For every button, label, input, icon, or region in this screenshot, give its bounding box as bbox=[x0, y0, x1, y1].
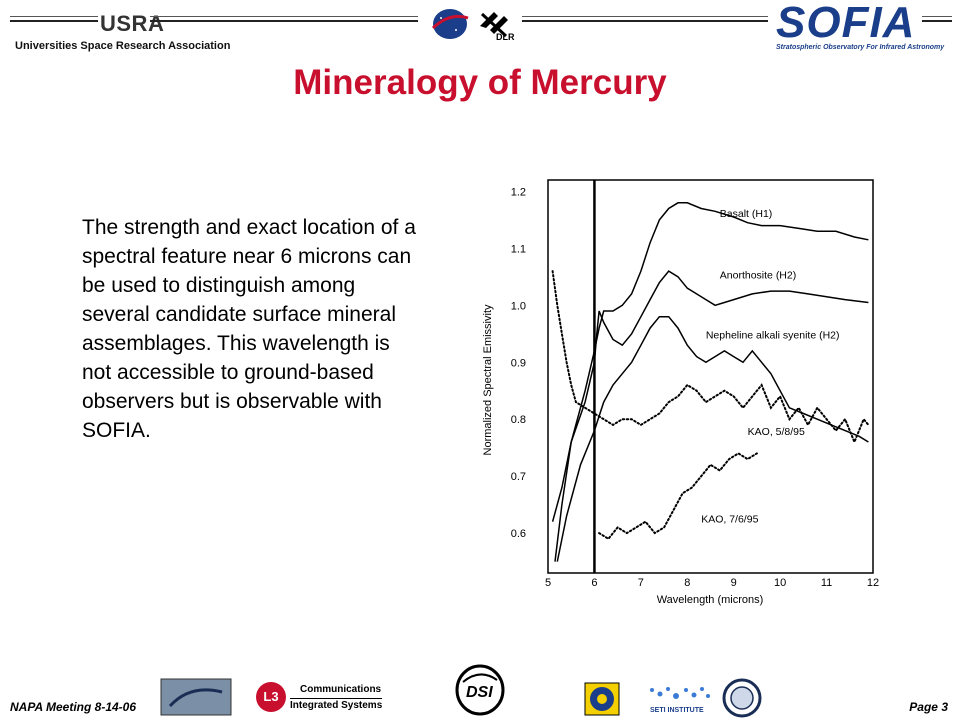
y-tick-label: 0.9 bbox=[511, 357, 526, 369]
series-label-2: Nepheline alkali syenite (H2) bbox=[706, 329, 840, 341]
x-tick-label: 6 bbox=[591, 577, 597, 589]
x-tick-label: 5 bbox=[545, 577, 551, 589]
series-line-3 bbox=[551, 270, 870, 445]
ames-logo-icon bbox=[160, 678, 232, 716]
l3-communications-text: Communications bbox=[300, 684, 382, 695]
series-line-4 bbox=[598, 452, 758, 541]
series-line-0 bbox=[554, 202, 869, 562]
series-label-4: KAO, 7/6/95 bbox=[701, 513, 758, 525]
x-tick-label: 11 bbox=[821, 577, 832, 589]
nasa-logo bbox=[431, 9, 469, 39]
seti-logo-icon bbox=[650, 687, 710, 699]
series-line-2 bbox=[556, 315, 869, 562]
y-tick-label: 1.2 bbox=[511, 186, 526, 198]
series-label-0: Basalt (H1) bbox=[720, 208, 773, 220]
series-line-1 bbox=[551, 270, 869, 522]
dsi-logo-icon bbox=[455, 664, 505, 716]
seti-logo-text: SETI INSTITUTE bbox=[650, 707, 704, 714]
usra-org-name: Universities Space Research Association bbox=[15, 40, 231, 52]
header-rule-mid-left bbox=[150, 16, 418, 22]
x-tick-label: 7 bbox=[638, 577, 644, 589]
x-tick-label: 12 bbox=[867, 577, 879, 589]
header-rule-mid-right bbox=[522, 16, 768, 22]
y-tick-label: 0.7 bbox=[511, 471, 526, 483]
y-tick-label: 1.0 bbox=[511, 300, 526, 312]
l3-integrated-systems-text: Integrated Systems bbox=[290, 698, 383, 711]
header-rule-left bbox=[10, 16, 98, 22]
dsi-logo-text: DSI bbox=[466, 684, 493, 701]
header-rule-right bbox=[922, 16, 952, 22]
l3-logo-icon: L3 bbox=[256, 682, 286, 712]
dlr-logo-icon bbox=[480, 12, 508, 38]
sofia-tagline: Stratospheric Observatory For Infrared A… bbox=[776, 44, 945, 51]
x-tick-label: 10 bbox=[774, 577, 786, 589]
university-seal-icon bbox=[722, 678, 762, 718]
meeting-label: NAPA Meeting 8-14-06 bbox=[10, 700, 137, 714]
slide-body-text: The strength and exact location of a spe… bbox=[82, 216, 416, 442]
x-tick-label: 9 bbox=[731, 577, 737, 589]
sofia-logo: SOFIA bbox=[776, 0, 916, 47]
dlr-logo-text: DLR bbox=[496, 32, 515, 42]
emissivity-chart: 1.2 1.1 1.0 0.9 0.8 0.7 0.6 5 6 7 8 9 10 11 12 Basalt… bbox=[482, 179, 879, 606]
y-tick-label: 0.8 bbox=[511, 414, 526, 426]
y-tick-label: 1.1 bbox=[511, 243, 526, 255]
usra-logo: USRA bbox=[100, 11, 165, 36]
seal-logo-icon bbox=[584, 682, 620, 716]
x-tick-label: 8 bbox=[684, 577, 690, 589]
plot-frame bbox=[547, 179, 874, 574]
y-axis-title: Normalized Spectral Emissivity bbox=[482, 304, 494, 455]
series-label-3: KAO, 5/8/95 bbox=[748, 426, 805, 438]
y-tick-label: 0.6 bbox=[511, 528, 526, 540]
series-label-1: Anorthosite (H2) bbox=[720, 270, 796, 282]
page-number: Page 3 bbox=[909, 700, 948, 714]
slide-title: Mineralogy of Mercury bbox=[293, 63, 667, 102]
x-axis-title: Wavelength (microns) bbox=[657, 594, 764, 606]
